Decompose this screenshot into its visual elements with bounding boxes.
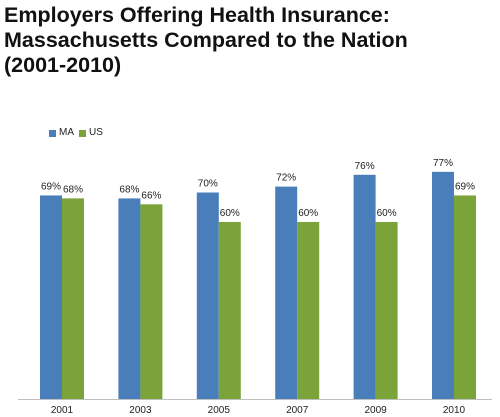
legend-swatch-ma	[49, 129, 56, 137]
legend-label-ma: MA	[59, 127, 74, 138]
bar-ma-2005	[196, 192, 219, 399]
x-tick-label-2009: 2009	[364, 405, 387, 416]
chart-legend: MA US	[49, 127, 108, 139]
legend-item-us: US	[79, 127, 103, 139]
bar-ma-2010	[432, 171, 454, 399]
data-label-ma-2010: 77%	[433, 158, 453, 169]
legend-label-us: US	[89, 127, 103, 138]
legend-item-ma: MA	[49, 127, 74, 139]
data-label-us-2007: 60%	[298, 208, 318, 219]
bar-ma-2007	[275, 186, 298, 399]
bar-us-2007	[297, 222, 320, 399]
x-tick-label-2007: 2007	[286, 405, 309, 416]
bar-us-2003	[140, 204, 163, 399]
data-label-us-2005: 60%	[220, 208, 240, 219]
data-label-us-2001: 68%	[63, 184, 83, 195]
chart-title-line-3: (2001-2010)	[4, 53, 122, 77]
data-label-ma-2001: 69%	[41, 181, 61, 192]
data-label-ma-2007: 72%	[276, 173, 296, 184]
x-tick-label-2001: 2001	[51, 405, 74, 416]
legend-swatch-us	[79, 129, 86, 137]
x-tick-label-2010: 2010	[443, 405, 466, 416]
data-label-us-2010: 69%	[455, 181, 475, 192]
bar-ma-2001	[40, 195, 62, 399]
data-label-us-2003: 66%	[141, 190, 161, 201]
data-label-ma-2003: 68%	[119, 184, 139, 195]
data-label-ma-2009: 76%	[355, 161, 375, 172]
data-label-ma-2005: 70%	[198, 179, 218, 190]
chart-title: Employers Offering Health Insurance: Mas…	[4, 3, 494, 78]
bar-ma-2003	[118, 198, 141, 399]
x-tick-label-2003: 2003	[129, 405, 152, 416]
bar-us-2005	[218, 222, 241, 399]
bar-us-2010	[454, 195, 476, 399]
bar-ma-2009	[353, 174, 376, 399]
chart-title-line-1: Employers Offering Health Insurance:	[4, 3, 390, 27]
bar-us-2001	[62, 198, 84, 399]
x-tick-label-2005: 2005	[208, 405, 231, 416]
data-label-us-2009: 60%	[377, 208, 397, 219]
chart-title-line-2: Massachusetts Compared to the Nation	[4, 28, 408, 52]
bar-us-2009	[375, 222, 398, 399]
